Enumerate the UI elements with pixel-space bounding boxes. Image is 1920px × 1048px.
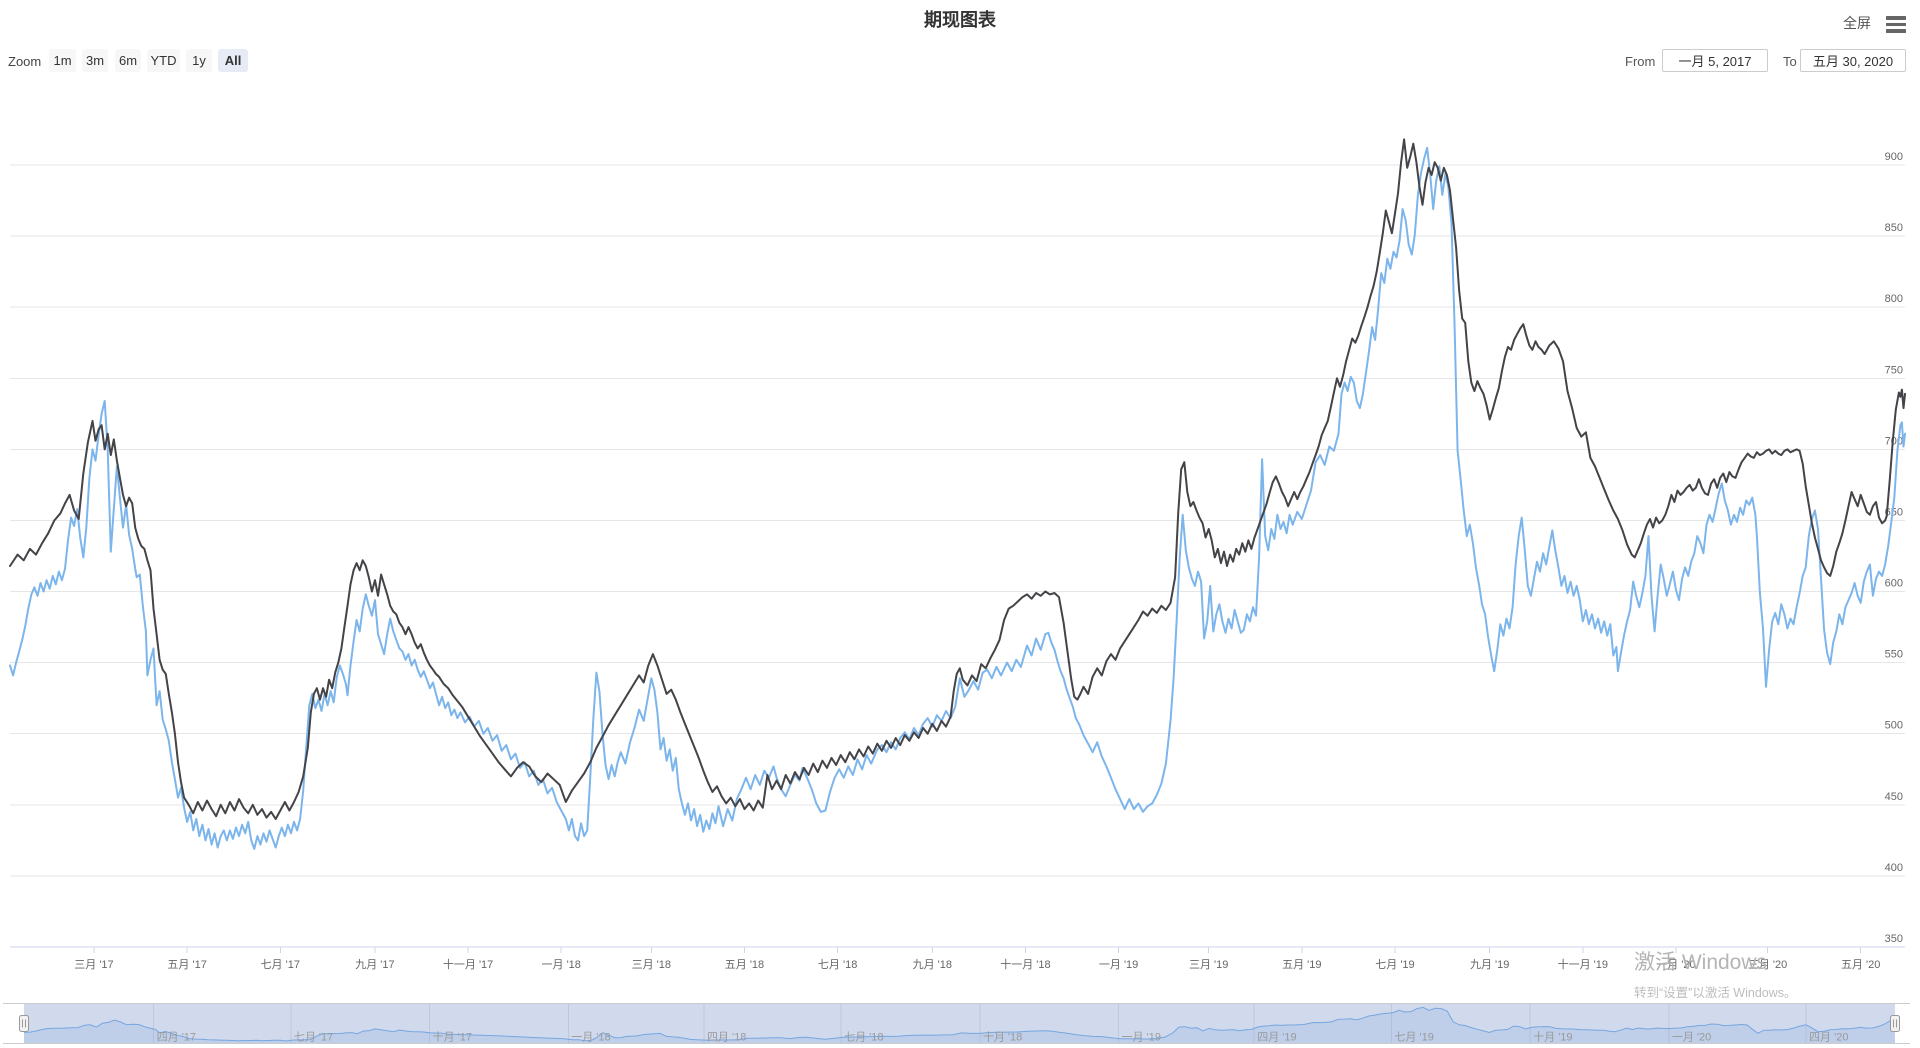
y-axis-label: 850 — [1885, 222, 1903, 234]
y-axis-label: 800 — [1885, 293, 1903, 305]
hamburger-bar — [1886, 29, 1906, 33]
navigator-axis-label: 十月 '19 — [1533, 1030, 1572, 1044]
x-axis-label: 三月 '19 — [1189, 959, 1228, 971]
series-dark-line — [9, 138, 1906, 820]
navigator-left-handle[interactable] — [19, 1015, 29, 1032]
navigator-axis-label: 一月 '20 — [1672, 1032, 1711, 1044]
y-axis-label: 400 — [1885, 862, 1903, 874]
x-axis-label: 一月 '20 — [1656, 959, 1695, 971]
navigator-selected-mask[interactable] — [24, 1003, 1895, 1044]
to-date-input[interactable] — [1800, 49, 1906, 72]
x-axis-label: 五月 '20 — [1841, 959, 1880, 971]
x-axis-label: 七月 '19 — [1375, 958, 1414, 971]
x-axis-label: 五月 '18 — [725, 959, 764, 971]
fullscreen-button[interactable]: 全屏 — [1843, 15, 1871, 31]
to-label: To — [1783, 54, 1797, 69]
x-axis-label: 七月 '18 — [818, 958, 857, 971]
hamburger-menu-icon[interactable] — [1886, 16, 1906, 36]
navigator-axis-label: 四月 '20 — [1809, 1032, 1848, 1044]
x-axis-label: 五月 '19 — [1282, 959, 1321, 971]
range-button-1m[interactable]: 1m — [49, 49, 76, 72]
range-button-1y[interactable]: 1y — [186, 49, 212, 72]
x-axis-label: 十一月 '18 — [1000, 957, 1050, 971]
range-button-3m[interactable]: 3m — [82, 49, 108, 72]
hamburger-bar — [1886, 22, 1906, 26]
navigator-axis-label: 七月 '18 — [844, 1031, 883, 1044]
navigator-right-handle[interactable] — [1890, 1015, 1900, 1032]
x-axis-label: 一月 '19 — [1099, 959, 1138, 971]
navigator-area — [24, 1007, 1895, 1044]
from-date-input[interactable] — [1662, 49, 1768, 72]
navigator-axis-label: 十月 '18 — [983, 1030, 1022, 1044]
y-axis-label: 600 — [1885, 578, 1903, 590]
y-axis-label: 550 — [1885, 649, 1903, 661]
navigator-axis-label: 四月 '19 — [1257, 1032, 1296, 1044]
x-axis-label: 九月 '18 — [913, 958, 952, 971]
y-axis-label: 900 — [1885, 151, 1903, 163]
range-button-6m[interactable]: 6m — [115, 49, 141, 72]
hamburger-bar — [1886, 16, 1906, 20]
navigator-line — [23, 1006, 1894, 1042]
x-axis-label: 九月 '17 — [355, 958, 394, 971]
y-axis-label: 450 — [1885, 791, 1903, 803]
range-button-ytd[interactable]: YTD — [147, 49, 180, 72]
x-axis-label: 五月 '17 — [167, 959, 206, 971]
zoom-label: Zoom — [8, 54, 42, 69]
navigator-axis-label: 四月 '18 — [707, 1032, 746, 1044]
y-axis-label: 500 — [1885, 720, 1903, 732]
navigator-axis-label: 七月 '17 — [294, 1031, 333, 1044]
y-axis-label: 350 — [1885, 933, 1903, 945]
range-button-all[interactable]: All — [218, 49, 248, 72]
x-axis-label: 三月 '18 — [632, 959, 671, 971]
x-axis-label: 九月 '19 — [1470, 958, 1509, 971]
y-axis-label: 750 — [1885, 364, 1903, 376]
x-axis-label: 十一月 '17 — [443, 957, 493, 971]
x-axis-label: 七月 '17 — [261, 958, 300, 971]
page-title: 期现图表 — [924, 10, 996, 30]
navigator-axis-label: 四月 '17 — [157, 1032, 196, 1044]
from-label: From — [1625, 54, 1656, 69]
x-axis-label: 一月 '18 — [542, 959, 581, 971]
navigator-axis-label: 一月 '18 — [571, 1032, 610, 1044]
navigator-axis-label: 十月 '17 — [433, 1030, 472, 1044]
x-axis-label: 三月 '20 — [1748, 959, 1787, 971]
series-blue-line — [9, 146, 1906, 850]
y-axis-label: 650 — [1885, 506, 1903, 518]
navigator-axis-label: 一月 '19 — [1122, 1032, 1161, 1044]
x-axis-label: 三月 '17 — [74, 959, 113, 971]
x-axis-label: 十一月 '19 — [1558, 957, 1608, 971]
navigator-axis-label: 七月 '19 — [1394, 1031, 1433, 1044]
